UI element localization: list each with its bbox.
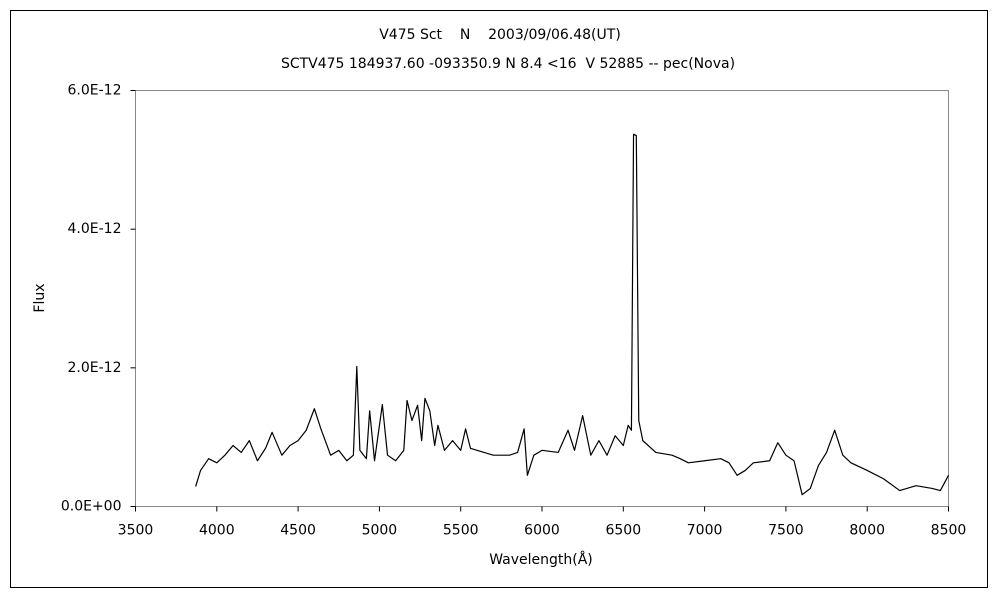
x-tick-label: 7000 <box>687 523 723 539</box>
y-tick-label: 4.0E-12 <box>68 221 122 237</box>
y-axis-label: Flux <box>32 283 48 312</box>
chart-title: V475 Sct N 2003/09/06.48(UT) <box>379 27 621 43</box>
y-tick-label: 6.0E-12 <box>68 83 122 99</box>
x-tick-label: 6500 <box>605 523 641 539</box>
x-tick-label: 5000 <box>362 523 398 539</box>
x-tick-label: 8500 <box>931 523 967 539</box>
x-tick-label: 5500 <box>443 523 479 539</box>
x-tick-label: 7500 <box>768 523 804 539</box>
x-axis-label: Wavelength(Å) <box>489 551 593 568</box>
x-tick-label: 6000 <box>524 523 560 539</box>
y-tick-label: 0.0E+00 <box>61 499 122 515</box>
y-tick-label: 2.0E-12 <box>68 360 122 376</box>
spectrum-line <box>195 133 950 496</box>
x-tick-label: 8000 <box>849 523 885 539</box>
x-tick-label: 4000 <box>199 523 235 539</box>
x-tick-label: 3500 <box>118 523 154 539</box>
x-tick-label: 4500 <box>280 523 316 539</box>
chart-subtitle: SCTV475 184937.60 -093350.9 N 8.4 <16 V … <box>281 56 735 72</box>
plot-area <box>135 90 949 507</box>
